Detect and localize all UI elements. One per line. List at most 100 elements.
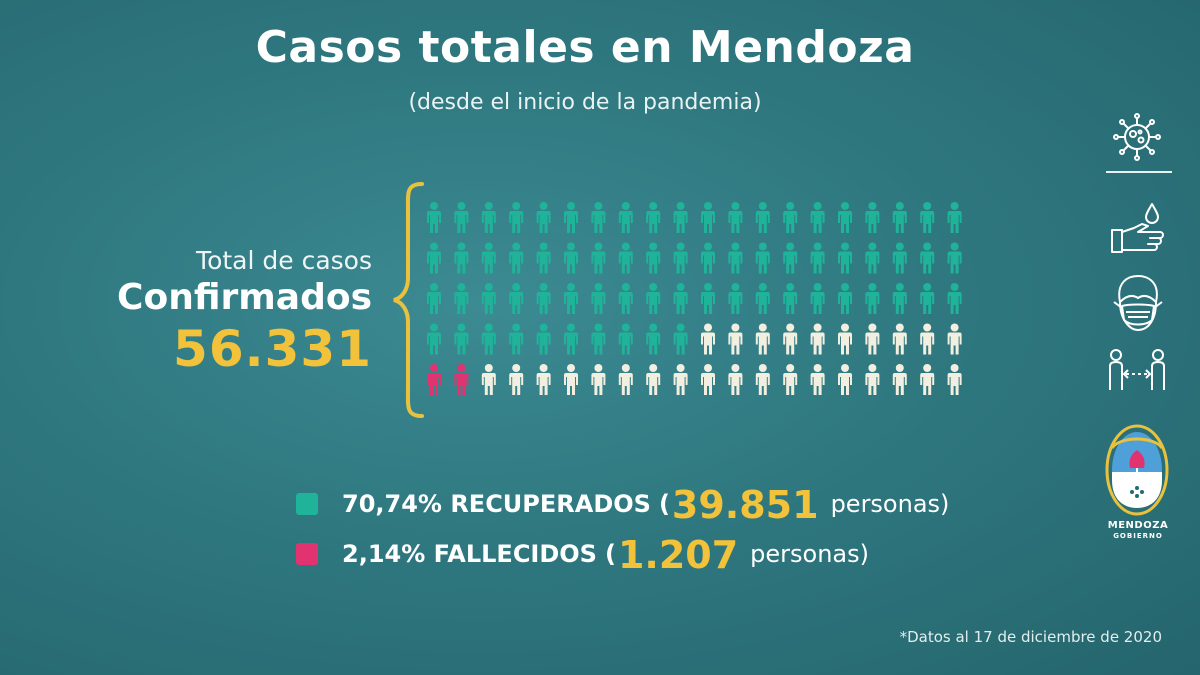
person-icon-active	[701, 323, 715, 355]
person-icon-recovered	[838, 242, 852, 274]
person-icon-recovered	[810, 283, 825, 314]
person-icon-recovered	[728, 202, 743, 233]
person-icon-active	[755, 364, 770, 395]
person-icon-active	[591, 364, 606, 395]
total-cases-block: Total de casos Confirmados 56.331	[117, 245, 372, 379]
person-icon-recovered	[646, 323, 661, 355]
person-icon-active	[920, 364, 935, 395]
person-icon-recovered	[564, 283, 578, 314]
person-icon-deceased	[427, 364, 441, 395]
person-icon-active	[481, 364, 496, 395]
person-icon-recovered	[564, 323, 578, 355]
total-cases-heading: Confirmados	[117, 277, 372, 318]
person-icon-active	[618, 364, 633, 395]
person-icon-recovered	[701, 283, 715, 314]
person-icon-active	[783, 364, 798, 395]
person-icon-recovered	[591, 242, 606, 274]
person-icon-recovered	[591, 323, 606, 355]
person-icon-recovered	[536, 242, 551, 274]
recovered-open-paren: (	[658, 490, 670, 518]
person-icon-active	[947, 323, 962, 355]
person-icon-active	[892, 323, 907, 355]
person-icon-active	[810, 323, 825, 355]
person-icon-active	[701, 364, 715, 395]
person-icon-recovered	[509, 323, 524, 355]
person-icon-active	[783, 323, 798, 355]
mendoza-coat-of-arms-icon	[1105, 424, 1169, 516]
person-icon-recovered	[892, 283, 907, 314]
legend-recovered: 70,74% RECUPERADOS ( 39.851 personas)	[296, 482, 950, 527]
virus-icon	[1113, 113, 1161, 161]
person-icon-active	[838, 323, 852, 355]
person-icon-recovered	[701, 202, 715, 233]
deceased-swatch	[296, 543, 318, 565]
deceased-count: 1.207	[617, 533, 739, 577]
person-icon-active	[728, 323, 743, 355]
total-cases-value: 56.331	[173, 320, 372, 378]
person-icon-recovered	[646, 242, 661, 274]
total-cases-label: Total de casos	[196, 246, 372, 275]
person-icon-recovered	[892, 242, 907, 274]
person-icon-deceased	[454, 364, 469, 395]
person-icon-active	[920, 323, 935, 355]
person-icon-recovered	[838, 283, 852, 314]
person-icon-recovered	[810, 202, 825, 233]
legend-deceased: 2,14% FALLECIDOS ( 1.207 personas)	[296, 532, 869, 577]
person-icon-active	[646, 364, 661, 395]
face-mask-icon	[1113, 275, 1163, 331]
person-icon-recovered	[454, 283, 469, 314]
person-icon-recovered	[618, 242, 633, 274]
person-icon-recovered	[481, 323, 496, 355]
person-icon-recovered	[454, 323, 469, 355]
person-icon-active	[865, 364, 880, 395]
hand-wash-icon	[1111, 203, 1164, 253]
curly-brace	[393, 182, 424, 418]
person-icon-active	[838, 364, 852, 395]
social-distance-icon	[1109, 349, 1165, 390]
person-icon-recovered	[673, 323, 688, 355]
person-icon-active	[564, 364, 578, 395]
person-icon-recovered	[701, 242, 715, 274]
person-icon-recovered	[481, 242, 496, 274]
person-icon-recovered	[481, 202, 496, 233]
person-icon-recovered	[755, 283, 770, 314]
person-icon-recovered	[920, 283, 935, 314]
person-icon-recovered	[892, 202, 907, 233]
person-icon-recovered	[673, 283, 688, 314]
deceased-unit: personas)	[750, 540, 869, 568]
person-icon-recovered	[536, 202, 551, 233]
person-icon-recovered	[427, 242, 441, 274]
person-icon-recovered	[427, 323, 441, 355]
person-icon-active	[892, 364, 907, 395]
person-icon-recovered	[920, 202, 935, 233]
person-icon-recovered	[591, 202, 606, 233]
person-icon-active	[536, 364, 551, 395]
person-icon-active	[755, 323, 770, 355]
recovered-swatch	[296, 493, 318, 515]
person-icon-recovered	[481, 283, 496, 314]
person-icon-active	[865, 323, 880, 355]
person-icon-recovered	[618, 283, 633, 314]
person-icon-recovered	[783, 242, 798, 274]
logo-line-1: MENDOZA	[1107, 520, 1169, 531]
deceased-open-paren: (	[604, 540, 616, 568]
person-icon-recovered	[673, 202, 688, 233]
person-icon-recovered	[865, 283, 880, 314]
person-icon-recovered	[838, 202, 852, 233]
person-icon-recovered	[728, 242, 743, 274]
person-icon-recovered	[509, 283, 524, 314]
person-icon-recovered	[755, 242, 770, 274]
person-icon-recovered	[427, 283, 441, 314]
logo-line-2: GOBIERNO	[1113, 532, 1163, 540]
person-icon-recovered	[509, 242, 524, 274]
person-icon-recovered	[646, 202, 661, 233]
person-icon-recovered	[865, 202, 880, 233]
recovered-unit: personas)	[830, 490, 950, 518]
person-icon-recovered	[783, 283, 798, 314]
side-divider	[1106, 171, 1172, 173]
page-subtitle: (desde el inicio de la pandemia)	[408, 90, 762, 115]
deceased-percent-label: 2,14% FALLECIDOS	[342, 540, 597, 568]
pictogram-grid	[427, 202, 962, 395]
data-date-footnote: *Datos al 17 de diciembre de 2020	[899, 628, 1162, 646]
person-icon-recovered	[728, 283, 743, 314]
